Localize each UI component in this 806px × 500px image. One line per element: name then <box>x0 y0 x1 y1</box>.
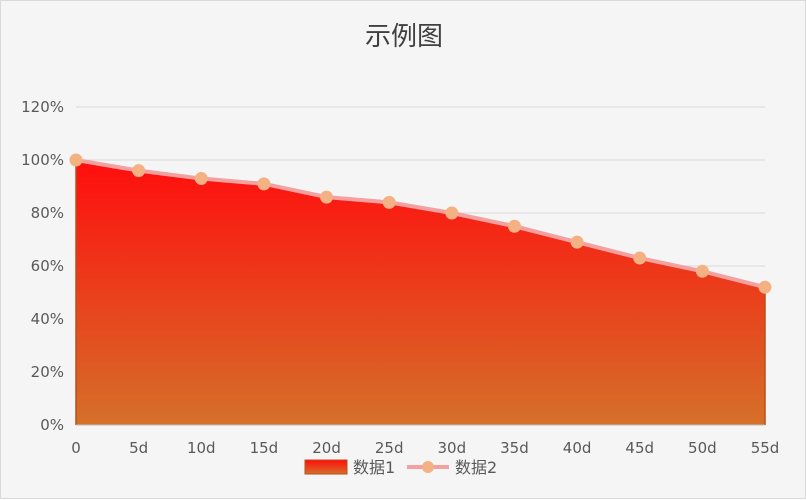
y-tick-label: 40% <box>31 310 64 328</box>
y-tick-label: 100% <box>21 151 64 169</box>
series-2-point <box>69 153 83 167</box>
x-tick-label: 30d <box>438 439 467 457</box>
y-tick-label: 80% <box>31 204 64 222</box>
series-2-point <box>507 219 521 233</box>
y-tick-label: 0% <box>40 416 64 434</box>
series-2-point <box>320 190 334 204</box>
y-tick-labels: 0% 20% 40% 60% 80% 100% 120% <box>21 98 64 434</box>
series-2-point <box>382 195 396 209</box>
series-2-point <box>194 172 208 186</box>
y-tick-label: 60% <box>31 257 64 275</box>
series-2-point <box>570 235 584 249</box>
legend: 数据1 数据2 <box>304 458 497 477</box>
y-tick-label: 20% <box>31 363 64 381</box>
x-tick-labels: 0 5d 10d 15d 20d 25d 30d 35d 40d 45d 50d 55d <box>71 439 779 457</box>
x-tick-label: 35d <box>500 439 529 457</box>
legend-label-series-1: 数据1 <box>353 458 395 477</box>
x-tick-label: 40d <box>563 439 592 457</box>
area-fill <box>76 160 765 425</box>
x-tick-label: 15d <box>250 439 279 457</box>
series-2-point <box>633 251 647 265</box>
x-tick-label: 55d <box>751 439 780 457</box>
chart-title: 示例图 <box>365 22 443 52</box>
x-tick-label: 50d <box>688 439 717 457</box>
series-2-point <box>695 264 709 278</box>
x-tick-label: 10d <box>187 439 216 457</box>
series-2-line <box>75 158 766 290</box>
series-2-point <box>445 206 459 220</box>
series-2-point <box>257 177 271 191</box>
y-tick-label: 120% <box>21 98 64 116</box>
legend-swatch-series-2-marker <box>422 461 434 473</box>
x-tick-label: 25d <box>375 439 404 457</box>
line-series <box>69 153 772 294</box>
x-tick-label: 5d <box>129 439 148 457</box>
x-tick-label: 45d <box>625 439 654 457</box>
series-2-point <box>132 164 146 178</box>
series-2-point <box>758 280 772 294</box>
x-tick-label: 0 <box>71 439 81 457</box>
area-series <box>75 160 766 425</box>
x-tick-label: 20d <box>312 439 341 457</box>
legend-swatch-series-1 <box>304 459 348 475</box>
legend-label-series-2: 数据2 <box>455 458 497 477</box>
